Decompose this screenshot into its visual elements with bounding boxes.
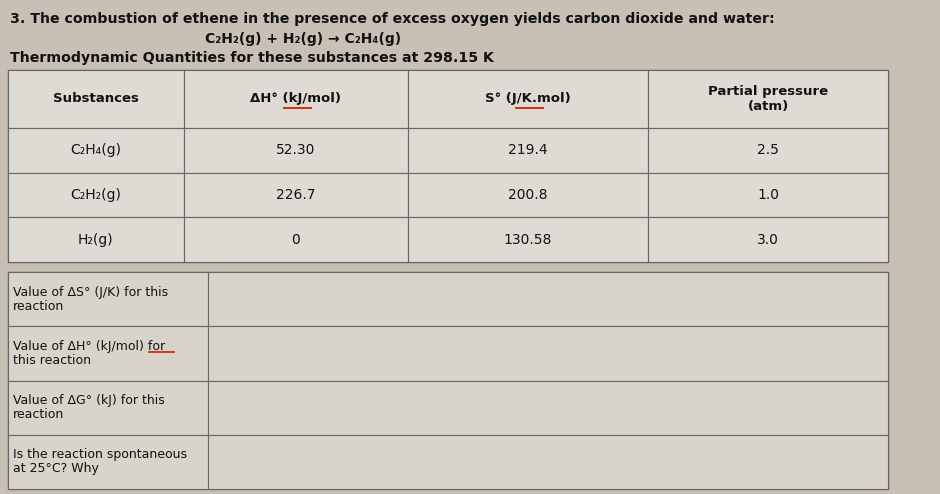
- Text: C₂H₄(g): C₂H₄(g): [70, 143, 121, 157]
- Bar: [8, 173, 184, 217]
- Bar: [8, 217, 184, 262]
- Bar: [649, 173, 888, 217]
- Text: 219.4: 219.4: [509, 143, 548, 157]
- Bar: [408, 217, 649, 262]
- Bar: [8, 128, 184, 173]
- Text: Is the reaction spontaneous: Is the reaction spontaneous: [13, 449, 187, 461]
- Bar: [8, 70, 888, 262]
- Text: Value of ΔH° (kJ/mol) for: Value of ΔH° (kJ/mol) for: [13, 340, 165, 353]
- Text: 2.5: 2.5: [758, 143, 779, 157]
- Text: Thermodynamic Quantities for these substances at 298.15 K: Thermodynamic Quantities for these subst…: [9, 51, 494, 65]
- Bar: [184, 128, 408, 173]
- Text: C₂H₂(g) + H₂(g) → C₂H₄(g): C₂H₂(g) + H₂(g) → C₂H₄(g): [205, 32, 401, 46]
- Bar: [408, 70, 649, 128]
- Text: at 25°C? Why: at 25°C? Why: [13, 462, 100, 475]
- Text: 3. The combustion of ethene in the presence of excess oxygen yields carbon dioxi: 3. The combustion of ethene in the prese…: [9, 12, 775, 26]
- Text: reaction: reaction: [13, 300, 65, 313]
- Bar: [184, 173, 408, 217]
- Bar: [208, 326, 888, 380]
- Text: Substances: Substances: [53, 92, 139, 106]
- Bar: [649, 217, 888, 262]
- Text: 0: 0: [291, 233, 301, 247]
- Bar: [649, 128, 888, 173]
- Bar: [208, 272, 888, 326]
- Text: 3.0: 3.0: [758, 233, 779, 247]
- Bar: [8, 380, 208, 435]
- Bar: [649, 70, 888, 128]
- Bar: [408, 173, 649, 217]
- Text: this reaction: this reaction: [13, 354, 91, 367]
- Text: 130.58: 130.58: [504, 233, 553, 247]
- Text: 226.7: 226.7: [276, 188, 316, 202]
- Text: (atm): (atm): [747, 100, 789, 114]
- Text: ΔH° (kJ/mol): ΔH° (kJ/mol): [250, 92, 341, 106]
- Text: Value of ΔG° (kJ) for this: Value of ΔG° (kJ) for this: [13, 394, 165, 407]
- Bar: [208, 380, 888, 435]
- Text: Partial pressure: Partial pressure: [708, 85, 828, 98]
- Bar: [208, 435, 888, 489]
- Text: S° (J/K.mol): S° (J/K.mol): [485, 92, 571, 106]
- Text: reaction: reaction: [13, 408, 65, 421]
- Text: 52.30: 52.30: [276, 143, 316, 157]
- Text: C₂H₂(g): C₂H₂(g): [70, 188, 121, 202]
- Text: 200.8: 200.8: [509, 188, 548, 202]
- Bar: [8, 326, 208, 380]
- Bar: [184, 217, 408, 262]
- Bar: [8, 435, 208, 489]
- Bar: [8, 272, 208, 326]
- Bar: [184, 70, 408, 128]
- Text: H₂(g): H₂(g): [78, 233, 114, 247]
- Text: Value of ΔS° (J/K) for this: Value of ΔS° (J/K) for this: [13, 286, 168, 299]
- Bar: [8, 272, 888, 489]
- Bar: [8, 70, 184, 128]
- Text: 1.0: 1.0: [758, 188, 779, 202]
- Bar: [408, 128, 649, 173]
